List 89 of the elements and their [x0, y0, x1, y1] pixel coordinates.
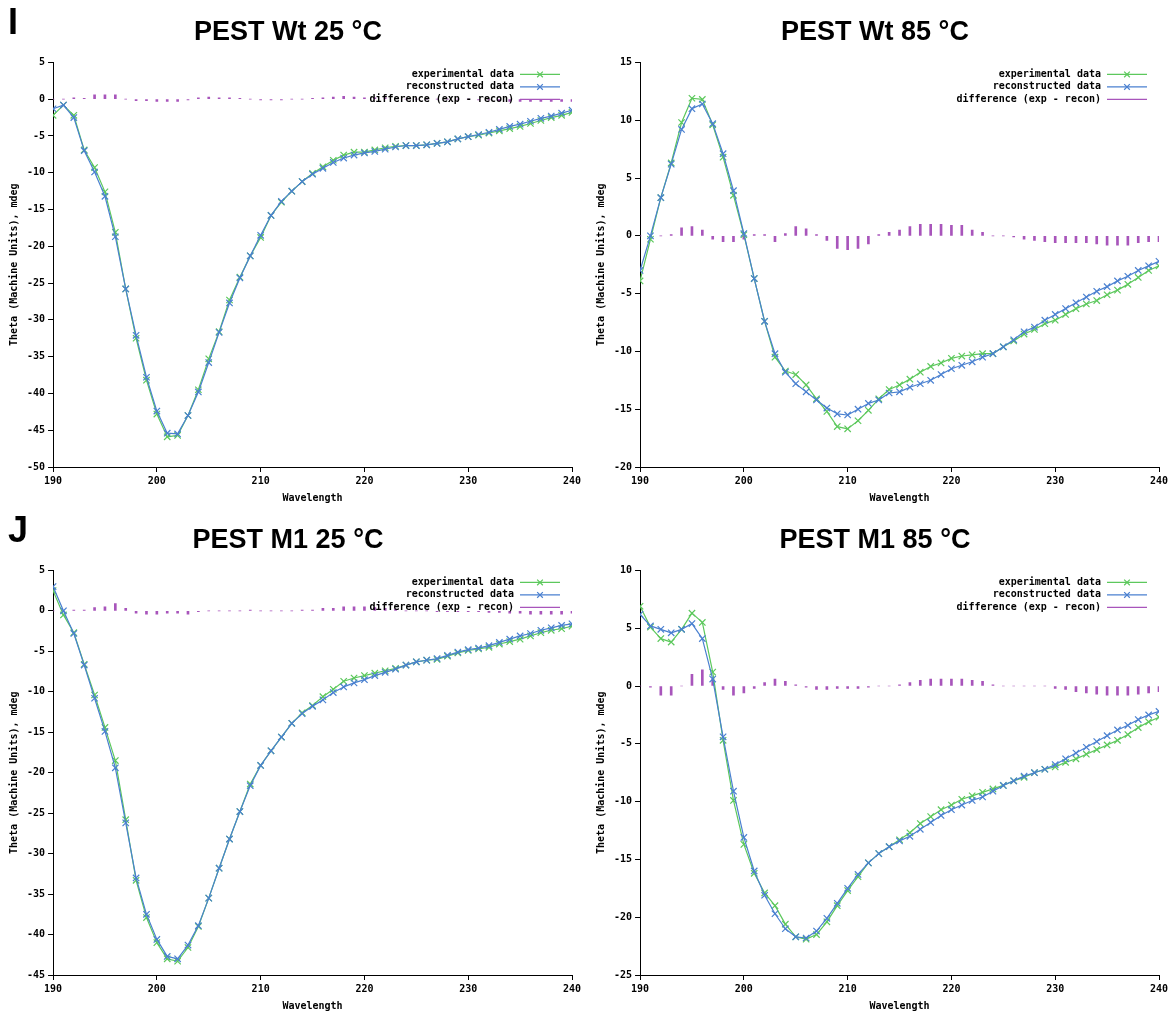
- x-tick-label: 200: [734, 474, 753, 486]
- y-tick-label: -35: [27, 887, 46, 899]
- legend-label: reconstructed data: [992, 588, 1101, 600]
- x-tick-label: 220: [355, 474, 374, 486]
- legend-label: difference (exp - recon): [369, 92, 514, 104]
- x-tick-label: 230: [459, 474, 478, 486]
- legend-label: difference (exp - recon): [369, 600, 514, 612]
- x-tick-label: 230: [1046, 474, 1065, 486]
- y-tick-label: -20: [614, 460, 633, 472]
- y-tick-label: 5: [39, 55, 46, 67]
- chart-title: PEST M1 85 °C: [779, 523, 971, 554]
- legend-label: experimental data: [998, 67, 1101, 79]
- y-tick-label: 0: [39, 92, 46, 104]
- x-tick-label: 200: [147, 982, 166, 994]
- x-tick-label: 190: [44, 982, 63, 994]
- chart-title: PEST Wt 85 °C: [781, 15, 969, 46]
- x-tick-label: 240: [562, 474, 582, 486]
- y-tick-label: 10: [620, 563, 633, 575]
- legend-label: reconstructed data: [992, 80, 1101, 92]
- y-tick-label: -5: [620, 287, 633, 299]
- x-tick-label: 210: [838, 474, 857, 486]
- y-tick-label: -15: [27, 203, 46, 215]
- text: I: [8, 0, 19, 42]
- y-tick-label: -45: [27, 423, 46, 435]
- y-tick-label: 10: [620, 113, 633, 125]
- text: J: [8, 508, 29, 550]
- x-tick-label: 240: [562, 982, 582, 994]
- y-tick-label: 0: [39, 604, 46, 616]
- y-tick-label: -15: [614, 402, 633, 414]
- y-tick-label: -15: [614, 852, 633, 864]
- x-tick-label: 220: [942, 474, 961, 486]
- x-tick-label: 240: [1149, 982, 1169, 994]
- x-axis-title: Wavelength: [282, 999, 343, 1011]
- y-tick-label: -5: [33, 644, 46, 656]
- y-tick-label: 0: [626, 229, 633, 241]
- y-tick-label: -5: [620, 737, 633, 749]
- y-tick-label: 5: [626, 171, 633, 183]
- y-tick-label: -25: [27, 806, 46, 818]
- y-tick-label: -20: [27, 239, 46, 251]
- x-axis-title: Wavelength: [869, 491, 930, 503]
- legend-label: reconstructed data: [405, 80, 514, 92]
- y-tick-label: -15: [27, 725, 46, 737]
- y-tick-label: -30: [27, 313, 46, 325]
- x-tick-label: 210: [838, 982, 857, 994]
- y-tick-label: -40: [27, 928, 46, 940]
- legend-label: difference (exp - recon): [956, 600, 1101, 612]
- legend-label: experimental data: [411, 67, 514, 79]
- x-tick-label: 230: [459, 982, 478, 994]
- y-tick-label: -35: [27, 350, 46, 362]
- y-tick-label: -25: [27, 276, 46, 288]
- y-axis-title: Theta (Machine Units), mdeg: [7, 691, 19, 854]
- y-tick-label: -45: [27, 968, 46, 980]
- x-tick-label: 220: [355, 982, 374, 994]
- y-axis-title: Theta (Machine Units), mdeg: [594, 183, 606, 346]
- legend-label: experimental data: [998, 575, 1101, 587]
- y-tick-label: -10: [614, 795, 633, 807]
- x-tick-label: 200: [734, 982, 753, 994]
- y-tick-label: -20: [614, 910, 633, 922]
- x-tick-label: 210: [251, 982, 270, 994]
- y-tick-label: 5: [39, 563, 46, 575]
- chart-title: PEST M1 25 °C: [192, 523, 384, 554]
- x-tick-label: 190: [44, 474, 63, 486]
- y-tick-label: 5: [626, 621, 633, 633]
- y-tick-label: -20: [27, 766, 46, 778]
- y-tick-label: -25: [614, 968, 633, 980]
- y-tick-label: -10: [27, 685, 46, 697]
- x-tick-label: 240: [1149, 474, 1169, 486]
- x-tick-label: 200: [147, 474, 166, 486]
- y-axis-title: Theta (Machine Units), mdeg: [594, 691, 606, 854]
- chart-title: PEST Wt 25 °C: [194, 15, 382, 46]
- x-tick-label: 190: [631, 474, 650, 486]
- legend-label: reconstructed data: [405, 588, 514, 600]
- x-axis-title: Wavelength: [869, 999, 930, 1011]
- x-tick-label: 220: [942, 982, 961, 994]
- y-tick-label: -10: [27, 166, 46, 178]
- y-tick-label: 15: [620, 55, 633, 67]
- y-axis-title: Theta (Machine Units), mdeg: [7, 183, 19, 346]
- y-tick-label: -50: [27, 460, 46, 472]
- y-tick-label: -5: [33, 129, 46, 141]
- x-tick-label: 190: [631, 982, 650, 994]
- legend-label: difference (exp - recon): [956, 92, 1101, 104]
- x-tick-label: 210: [251, 474, 270, 486]
- legend-label: experimental data: [411, 575, 514, 587]
- y-tick-label: -40: [27, 387, 46, 399]
- x-axis-title: Wavelength: [282, 491, 343, 503]
- y-tick-label: -30: [27, 847, 46, 859]
- x-tick-label: 230: [1046, 982, 1065, 994]
- y-tick-label: 0: [626, 679, 633, 691]
- y-tick-label: -10: [614, 344, 633, 356]
